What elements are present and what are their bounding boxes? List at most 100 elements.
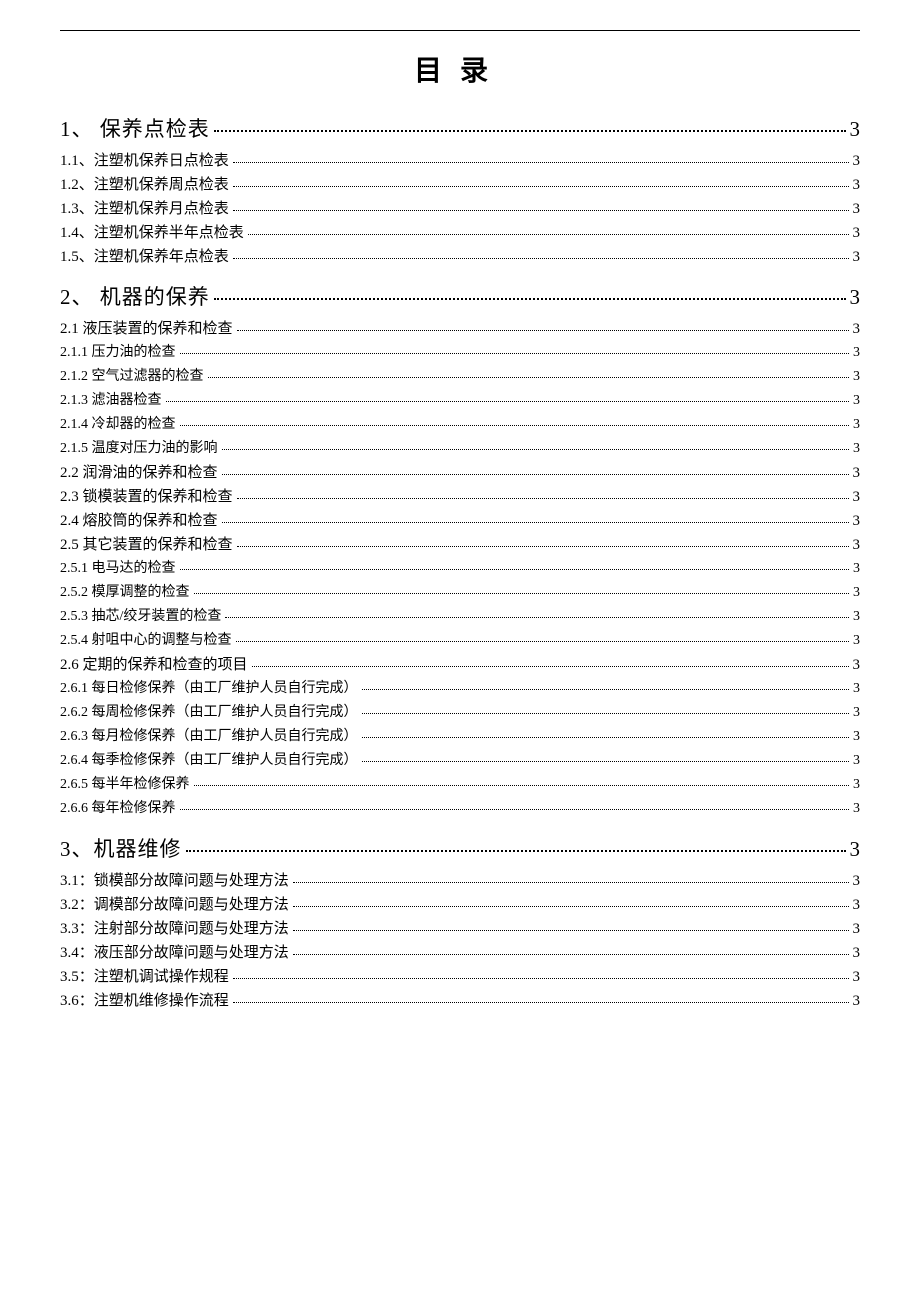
toc-entry-label: 2.6.1 每日检修保养（由工厂维护人员自行完成）	[60, 677, 358, 701]
toc-row: 2.5.2 模厚调整的检查3	[60, 581, 860, 605]
toc-row: 2.1.5 温度对压力油的影响 3	[60, 437, 860, 461]
toc-page-number: 3	[853, 893, 861, 917]
toc-row: 2.1 液压装置的保养和检查3	[60, 317, 860, 341]
toc-row: 2.6 定期的保养和检查的项目3	[60, 653, 860, 677]
toc-page-number: 3	[853, 149, 861, 173]
toc-leader-dots	[252, 666, 849, 667]
toc-page-number: 3	[853, 869, 861, 893]
toc-row: 2.5.3 抽芯/绞牙装置的检查3	[60, 605, 860, 629]
toc-row: 1.1、注塑机保养日点检表3	[60, 149, 860, 173]
toc-page-number: 3	[853, 245, 861, 269]
toc-row: 2.6.2 每周检修保养（由工厂维护人员自行完成）3	[60, 701, 860, 725]
toc-page-number: 3	[853, 533, 861, 557]
toc-leader-dots	[186, 850, 846, 852]
toc-row: 2.6.5 每半年检修保养 3	[60, 773, 860, 797]
toc-row: 3.6：注塑机维修操作流程3	[60, 989, 860, 1013]
toc-page-number: 3	[853, 941, 861, 965]
toc-leader-dots	[222, 522, 849, 523]
toc-row: 2.1.2 空气过滤器的检查3	[60, 365, 860, 389]
toc-page-number: 3	[853, 797, 860, 821]
toc-leader-dots	[180, 425, 850, 426]
toc-row: 2.3 锁模装置的保养和检查3	[60, 485, 860, 509]
toc-page-number: 3	[853, 509, 861, 533]
toc-leader-dots	[362, 761, 850, 762]
toc-row: 2.6.4 每季检修保养（由工厂维护人员自行完成）3	[60, 749, 860, 773]
toc-page-number: 3	[853, 677, 860, 701]
toc-page-number: 3	[853, 749, 860, 773]
toc-page-number: 3	[850, 837, 861, 862]
toc-entry-label: 2、 机器的保养	[60, 281, 210, 311]
toc-entry-label: 2.5.2 模厚调整的检查	[60, 581, 190, 605]
toc-entry-label: 1.4、注塑机保养半年点检表	[60, 221, 244, 245]
toc-page-number: 3	[853, 773, 860, 797]
toc-entry-label: 2.6.5 每半年检修保养	[60, 773, 190, 797]
toc-page-number: 3	[850, 117, 861, 142]
toc-leader-dots	[293, 906, 849, 907]
toc-row: 2.4 熔胶筒的保养和检查3	[60, 509, 860, 533]
toc-leader-dots	[166, 401, 850, 402]
toc-leader-dots	[180, 353, 850, 354]
toc-entry-label: 3、机器维修	[60, 833, 182, 863]
toc-leader-dots	[214, 130, 846, 132]
toc-leader-dots	[214, 298, 846, 300]
toc-row: 1.2、注塑机保养周点检表3	[60, 173, 860, 197]
toc-page-number: 3	[853, 629, 860, 653]
toc-leader-dots	[222, 474, 849, 475]
toc-row: 3.4：液压部分故障问题与处理方法 3	[60, 941, 860, 965]
toc-page-number: 3	[853, 605, 860, 629]
toc-row: 2.1.1 压力油的检查 3	[60, 341, 860, 365]
toc-entry-label: 2.6 定期的保养和检查的项目	[60, 653, 248, 677]
toc-leader-dots	[237, 546, 849, 547]
toc-entry-label: 2.1.5 温度对压力油的影响	[60, 437, 218, 461]
toc-entry-label: 2.2 润滑油的保养和检查	[60, 461, 218, 485]
toc-entry-label: 2.1.4 冷却器的检查	[60, 413, 176, 437]
toc-page-number: 3	[853, 197, 861, 221]
toc-leader-dots	[293, 930, 849, 931]
toc-page-number: 3	[853, 437, 860, 461]
toc-row: 2.5.1 电马达的检查3	[60, 557, 860, 581]
toc-page-number: 3	[853, 173, 861, 197]
toc-page-number: 3	[853, 317, 861, 341]
toc-entry-label: 3.3：注射部分故障问题与处理方法	[60, 917, 289, 941]
toc-row: 3.1：锁模部分故障问题与处理方法3	[60, 869, 860, 893]
toc-leader-dots	[233, 186, 849, 187]
toc-leader-dots	[225, 617, 849, 618]
toc-leader-dots	[233, 978, 849, 979]
toc-page-number: 3	[853, 485, 861, 509]
toc-leader-dots	[237, 498, 849, 499]
toc-page-number: 3	[853, 461, 861, 485]
toc-leader-dots	[362, 713, 850, 714]
toc-row: 2.1.4 冷却器的检查3	[60, 413, 860, 437]
toc-entry-label: 2.6.6 每年检修保养	[60, 797, 176, 821]
toc-page-number: 3	[853, 917, 861, 941]
toc-entry-label: 3.4：液压部分故障问题与处理方法	[60, 941, 289, 965]
toc-leader-dots	[293, 954, 849, 955]
toc-page-number: 3	[850, 285, 861, 310]
toc-leader-dots	[362, 689, 850, 690]
toc-row: 2.6.3 每月检修保养（由工厂维护人员自行完成） 3	[60, 725, 860, 749]
toc-entry-label: 2.1.1 压力油的检查	[60, 341, 176, 365]
toc-row: 1.3、注塑机保养月点检表3	[60, 197, 860, 221]
toc-leader-dots	[293, 882, 849, 883]
toc-leader-dots	[180, 569, 850, 570]
toc-page-number: 3	[853, 725, 860, 749]
top-rule	[60, 30, 860, 31]
toc-row: 3.2：调模部分故障问题与处理方法3	[60, 893, 860, 917]
toc-row: 2.2 润滑油的保养和检查 3	[60, 461, 860, 485]
toc-leader-dots	[237, 330, 849, 331]
toc-page-number: 3	[853, 341, 860, 365]
toc-row: 2.5.4 射咀中心的调整与检查3	[60, 629, 860, 653]
toc-row: 2.1.3 滤油器检查3	[60, 389, 860, 413]
toc-page-number: 3	[853, 965, 861, 989]
toc-entry-label: 2.6.3 每月检修保养（由工厂维护人员自行完成）	[60, 725, 358, 749]
toc-row: 1、 保养点检表3	[60, 113, 860, 143]
table-of-contents: 1、 保养点检表3 1.1、注塑机保养日点检表31.2、注塑机保养周点检表31.3…	[60, 113, 860, 1013]
toc-row: 3.5：注塑机调试操作规程 3	[60, 965, 860, 989]
toc-entry-label: 3.5：注塑机调试操作规程	[60, 965, 229, 989]
toc-leader-dots	[236, 641, 850, 642]
toc-entry-label: 1.5、注塑机保养年点检表	[60, 245, 229, 269]
toc-page-number: 3	[853, 221, 861, 245]
document-page: 目录 1、 保养点检表31.1、注塑机保养日点检表31.2、注塑机保养周点检表3…	[0, 0, 920, 1073]
toc-row: 1.4、注塑机保养半年点检表 3	[60, 221, 860, 245]
toc-page-number: 3	[853, 989, 861, 1013]
